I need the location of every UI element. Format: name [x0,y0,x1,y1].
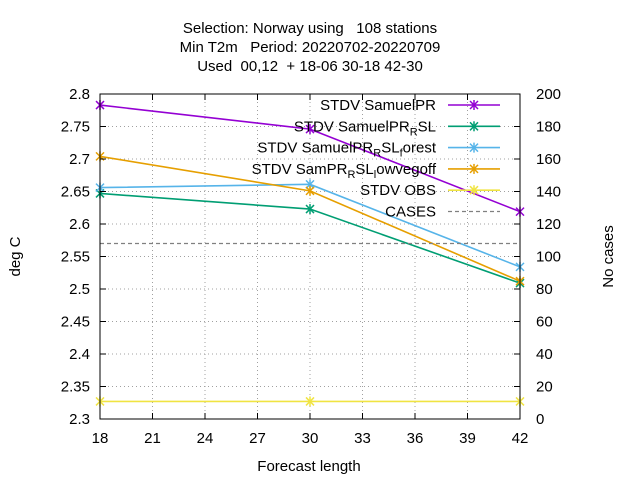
y2-tick-label: 120 [536,216,561,233]
y2-tick-label: 180 [536,119,561,136]
legend-label: STDV SamuelPRRSL [294,118,436,138]
x-tick-label: 21 [144,430,161,447]
data-point-3-1 [305,185,315,196]
y2-tick-label: 80 [536,281,553,298]
y-tick-label: 2.45 [61,314,90,331]
y2-axis-label: No cases [600,225,617,288]
y-tick-label: 2.7 [69,151,90,168]
legend-label: STDV OBS [360,182,436,199]
y-tick-label: 2.3 [69,411,90,428]
y2-tick-label: 60 [536,314,553,331]
y-tick-label: 2.8 [69,86,90,103]
x-tick-label: 33 [354,430,371,447]
data-point-1-1 [305,204,315,215]
y2-tick-label: 0 [536,411,544,428]
x-axis-label: Forecast length [257,458,360,475]
legend-marker [469,121,479,132]
y-tick-label: 2.75 [61,119,90,136]
y-tick-label: 2.55 [61,249,90,266]
x-tick-label: 36 [407,430,424,447]
legend-label: CASES [385,204,436,221]
legend-label: STDV SamPRRSLlowvegoff [252,161,437,181]
y-tick-label: 2.35 [61,379,90,396]
y2-tick-label: 40 [536,346,553,363]
title-line: Selection: Norway using 108 stations [183,20,437,37]
y-tick-label: 2.5 [69,281,90,298]
y-axis-label: deg C [7,236,24,276]
y-tick-label: 2.4 [69,346,90,363]
legend-marker [469,185,479,196]
axis-ticks: 18 21 24 27 30 33 36 39 42 2.3 2.35 2.4 2.45 2.5 2.55 2… [61,86,561,447]
legend-label: STDV SamuelPR [320,97,436,114]
legend-marker [469,163,479,174]
data-point-0-1 [305,124,315,135]
y2-tick-label: 200 [536,86,561,103]
title-line: Min T2m Period: 20220702-20220709 [180,39,441,56]
x-tick-label: 39 [459,430,476,447]
x-tick-label: 24 [197,430,214,447]
y2-tick-label: 140 [536,184,561,201]
title-line: Used 00,12 + 18-06 30-18 42-30 [197,58,423,75]
legend-label: STDV SamuelPRRSLforest [257,140,436,160]
x-tick-label: 27 [249,430,266,447]
data-point-4-1 [305,396,315,407]
y2-tick-label: 100 [536,249,561,266]
x-tick-label: 42 [512,430,529,447]
legend-marker [469,100,479,110]
y2-tick-label: 20 [536,379,553,396]
legend-marker [469,142,479,153]
chart-title: Selection: Norway using 108 stations Min … [180,20,441,75]
x-tick-label: 30 [302,430,319,447]
y-tick-label: 2.6 [69,216,90,233]
x-tick-label: 18 [92,430,109,447]
y2-tick-label: 160 [536,151,561,168]
y-tick-label: 2.65 [61,184,90,201]
